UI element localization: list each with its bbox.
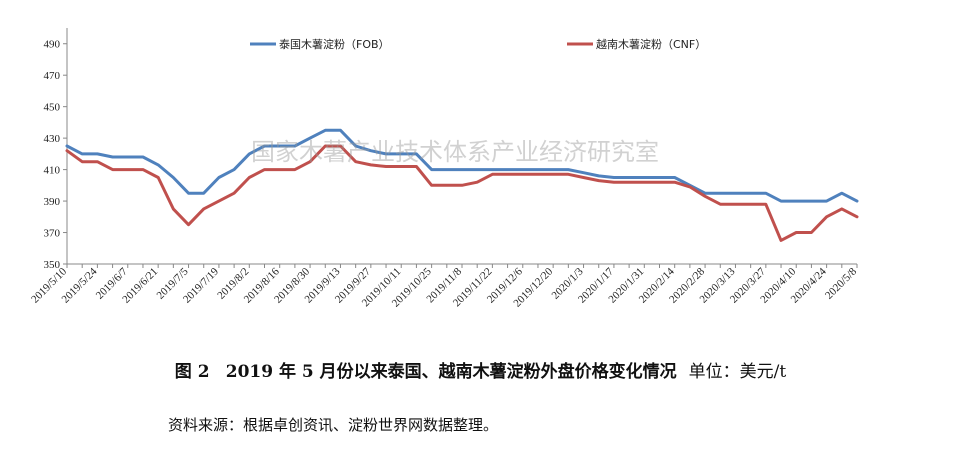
figure-title: 2019 年 5 月份以来泰国、越南木薯淀粉外盘价格变化情况: [225, 362, 677, 382]
y-tick-label: 390: [44, 196, 61, 208]
figure-number: 图 2: [174, 362, 210, 382]
legend-label-vietnam: 越南木薯淀粉（CNF）: [596, 37, 706, 51]
figure-caption: 图 2 2019 年 5 月份以来泰国、越南木薯淀粉外盘价格变化情况 单位：美元/…: [0, 357, 961, 382]
y-tick-label: 410: [44, 165, 61, 177]
line-chart: 350 370 390 410 430 450 470 490 2019/5/102019/5…: [29, 28, 859, 310]
y-tick-label: 370: [44, 228, 61, 240]
watermark-text: 国家木薯产业技术体系产业经济研究室: [251, 138, 659, 166]
y-tick-label: 470: [44, 70, 61, 82]
x-axis: 2019/5/102019/5/242019/6/72019/6/212019/…: [29, 263, 859, 310]
y-axis: 350 370 390 410 430 450 470 490: [44, 28, 68, 271]
series-line-vietnam-cnf: [65, 144, 859, 242]
series-line-thailand-fob: [65, 128, 859, 203]
data-source-note: 资料来源：根据卓创资讯、淀粉世界网数据整理。: [168, 416, 499, 434]
x-tick-label: 2020/5/8: [823, 265, 859, 301]
y-tick-label: 450: [44, 102, 61, 114]
series-layer: [65, 128, 859, 242]
y-tick-label: 430: [44, 133, 61, 145]
legend-label-thailand: 泰国木薯淀粉（FOB）: [279, 37, 390, 51]
legend: 泰国木薯淀粉（FOB） 越南木薯淀粉（CNF）: [250, 37, 706, 51]
y-tick-label: 350: [44, 259, 61, 271]
y-tick-label: 490: [44, 39, 61, 51]
figure-unit: 单位：美元/t: [688, 362, 787, 382]
